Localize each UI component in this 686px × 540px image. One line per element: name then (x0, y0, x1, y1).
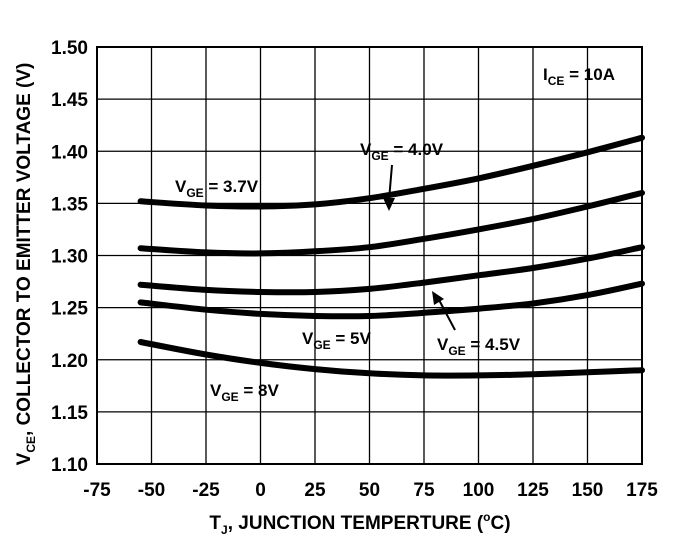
x-tick-label: -75 (83, 480, 111, 501)
x-tick-label: 125 (517, 480, 549, 501)
label-vge-5v: VGE = 5V (302, 329, 372, 352)
y-tick-label: 1.50 (51, 38, 88, 59)
series-line-3 (137, 280, 645, 320)
y-tick-label: 1.10 (51, 455, 88, 476)
curves (137, 134, 645, 379)
condition-ice-label: ICE = 10A (543, 65, 615, 88)
tick-labels: -75 -50 -25 0 25 50 75 100 125 150 175 1.10 1.15 1.20… (51, 38, 658, 501)
x-tick-label: 0 (255, 480, 266, 501)
x-tick-label: 75 (413, 480, 435, 501)
leader-vge-4-5v (437, 297, 456, 331)
y-axis-title: VCE, COLLECTOR TO EMITTER VOLTAGE (V) (14, 63, 38, 466)
x-tick-label: -25 (192, 480, 220, 501)
x-tick-label: 175 (626, 480, 658, 501)
x-tick-label: 25 (304, 480, 326, 501)
y-tick-label: 1.15 (51, 403, 88, 424)
series-line-2 (137, 244, 645, 296)
y-tick-label: 1.40 (51, 142, 88, 163)
x-tick-label: 50 (359, 480, 380, 501)
arrowhead-vge-4v (383, 198, 395, 211)
y-tick-label: 1.35 (51, 194, 88, 215)
y-tick-label: 1.45 (51, 90, 88, 111)
label-vge-4v: VGE = 4.0V (360, 140, 444, 163)
x-tick-label: 150 (572, 480, 604, 501)
y-tick-label: 1.30 (51, 247, 88, 268)
label-vge-8v: VGE = 8V (210, 381, 280, 404)
arrowhead-vge-4-5v (432, 291, 444, 305)
leader-lines (383, 164, 456, 331)
label-vge-4-5v: VGE = 4.5V (437, 335, 521, 358)
y-tick-label: 1.25 (51, 299, 88, 320)
grid (96, 46, 643, 465)
x-tick-label: 100 (463, 480, 495, 501)
x-axis-title: TJ, JUNCTION TEMPERTURE (oC) (209, 510, 510, 537)
label-vge-3-7v: VGE = 3.7V (175, 177, 259, 200)
series-line-4 (137, 339, 645, 379)
y-tick-label: 1.20 (51, 351, 88, 372)
x-tick-label: -50 (138, 480, 165, 501)
leader-vge-4v (388, 164, 393, 201)
plot-frame (96, 46, 643, 465)
series-line-1 (137, 189, 645, 257)
series-line-0 (137, 134, 645, 210)
